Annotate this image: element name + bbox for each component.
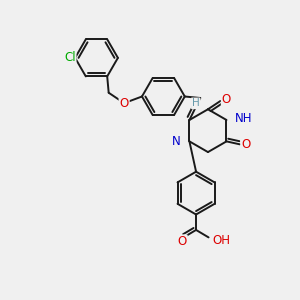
Text: NH: NH [235, 112, 252, 125]
Text: O: O [119, 97, 129, 110]
Text: O: O [222, 93, 231, 106]
Text: N: N [172, 136, 181, 148]
Text: O: O [241, 138, 250, 151]
Text: Cl: Cl [64, 51, 76, 64]
Text: O: O [178, 235, 187, 248]
Text: OH: OH [212, 235, 230, 248]
Text: H: H [192, 98, 200, 108]
